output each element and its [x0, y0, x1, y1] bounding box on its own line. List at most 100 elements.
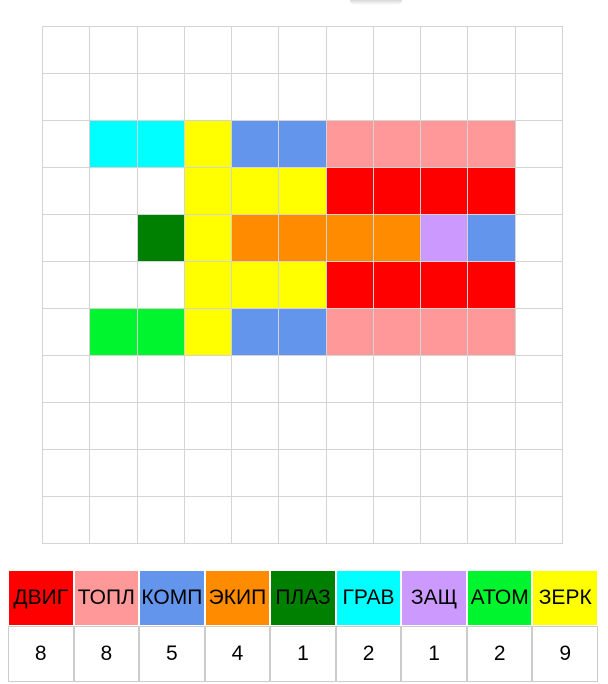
grid-cell[interactable]: [137, 27, 185, 74]
grid-cell[interactable]: [515, 168, 563, 215]
grid-cell[interactable]: [468, 356, 516, 403]
grid-cell[interactable]: [232, 450, 280, 497]
grid-cell-dvig[interactable]: [326, 262, 374, 309]
grid-cell[interactable]: [184, 74, 233, 121]
grid-cell[interactable]: [43, 121, 91, 168]
grid-cell[interactable]: [90, 215, 138, 262]
grid-cell-komp[interactable]: [279, 121, 327, 168]
grid-cell[interactable]: [279, 497, 327, 544]
grid-cell[interactable]: [90, 27, 138, 74]
grid-cell-komp[interactable]: [468, 215, 516, 262]
grid-cell[interactable]: [515, 497, 563, 544]
grid-cell[interactable]: [515, 27, 563, 74]
grid-cell-zerk[interactable]: [279, 262, 327, 309]
grid-cell[interactable]: [137, 403, 185, 450]
grid-cell[interactable]: [326, 27, 374, 74]
grid-cell[interactable]: [184, 450, 233, 497]
grid-cell[interactable]: [326, 403, 374, 450]
grid-cell[interactable]: [279, 403, 327, 450]
grid-cell-topl[interactable]: [468, 309, 516, 356]
grid-cell-zashch[interactable]: [421, 215, 469, 262]
grid-cell-topl[interactable]: [373, 121, 422, 168]
grid-cell-topl[interactable]: [373, 309, 422, 356]
grid-cell[interactable]: [279, 27, 327, 74]
grid-cell[interactable]: [43, 403, 91, 450]
grid-cell[interactable]: [137, 356, 185, 403]
grid-cell-topl[interactable]: [326, 309, 374, 356]
grid-cell-topl[interactable]: [468, 121, 516, 168]
grid-cell[interactable]: [421, 74, 469, 121]
grid-cell-komp[interactable]: [232, 121, 280, 168]
grid-cell-grav[interactable]: [137, 121, 185, 168]
grid-cell[interactable]: [137, 450, 185, 497]
grid-cell-ekip[interactable]: [373, 215, 422, 262]
grid-cell[interactable]: [43, 168, 91, 215]
grid-cell-komp[interactable]: [232, 309, 280, 356]
grid-cell-dvig[interactable]: [421, 262, 469, 309]
grid-cell[interactable]: [137, 74, 185, 121]
grid-cell[interactable]: [90, 356, 138, 403]
grid-cell-zerk[interactable]: [184, 309, 233, 356]
grid-cell[interactable]: [90, 74, 138, 121]
grid-cell[interactable]: [468, 74, 516, 121]
grid-cell-topl[interactable]: [421, 309, 469, 356]
grid-cell[interactable]: [515, 262, 563, 309]
grid-cell-zerk[interactable]: [184, 121, 233, 168]
grid-cell[interactable]: [373, 403, 422, 450]
grid-cell-zerk[interactable]: [279, 168, 327, 215]
grid-cell-atom[interactable]: [90, 309, 138, 356]
grid-cell[interactable]: [279, 74, 327, 121]
grid-cell-ekip[interactable]: [326, 215, 374, 262]
grid-cell-grav[interactable]: [90, 121, 138, 168]
grid-cell[interactable]: [90, 168, 138, 215]
grid-cell-dvig[interactable]: [468, 262, 516, 309]
grid-cell[interactable]: [90, 262, 138, 309]
grid-cell[interactable]: [43, 74, 91, 121]
grid-cell[interactable]: [326, 497, 374, 544]
legend-label-atom[interactable]: АТОМ: [466, 570, 533, 626]
grid-cell[interactable]: [421, 356, 469, 403]
grid-cell-dvig[interactable]: [373, 168, 422, 215]
grid-cell[interactable]: [137, 497, 185, 544]
grid-cell[interactable]: [468, 497, 516, 544]
grid-cell[interactable]: [468, 27, 516, 74]
grid-cell-plaz[interactable]: [137, 215, 185, 262]
grid-cell[interactable]: [90, 450, 138, 497]
grid-cell[interactable]: [373, 497, 422, 544]
grid-cell[interactable]: [232, 497, 280, 544]
grid-cell-ekip[interactable]: [232, 215, 280, 262]
grid-cell[interactable]: [43, 27, 91, 74]
grid-cell[interactable]: [468, 450, 516, 497]
grid-cell[interactable]: [137, 168, 185, 215]
grid-cell-zerk[interactable]: [232, 262, 280, 309]
legend-label-grav[interactable]: ГРАВ: [335, 570, 402, 626]
grid-cell-topl[interactable]: [326, 121, 374, 168]
grid-cell[interactable]: [421, 403, 469, 450]
grid-cell[interactable]: [43, 497, 91, 544]
grid-cell[interactable]: [90, 403, 138, 450]
grid-cell[interactable]: [279, 356, 327, 403]
grid-cell[interactable]: [279, 450, 327, 497]
grid-cell[interactable]: [373, 450, 422, 497]
grid-cell[interactable]: [421, 450, 469, 497]
grid-cell[interactable]: [232, 403, 280, 450]
grid-cell[interactable]: [184, 27, 233, 74]
legend-label-zerk[interactable]: ЗЕРК: [532, 570, 598, 626]
grid-cell-zerk[interactable]: [184, 168, 233, 215]
partial-button-top[interactable]: [350, 0, 402, 5]
legend-label-ekip[interactable]: ЭКИП: [204, 570, 271, 626]
grid-cell-zerk[interactable]: [184, 262, 233, 309]
grid-cell[interactable]: [515, 356, 563, 403]
grid-cell-topl[interactable]: [421, 121, 469, 168]
grid-cell[interactable]: [184, 403, 233, 450]
grid-cell[interactable]: [326, 356, 374, 403]
grid-cell[interactable]: [137, 262, 185, 309]
grid-cell[interactable]: [232, 27, 280, 74]
grid-cell[interactable]: [515, 74, 563, 121]
grid-cell[interactable]: [326, 450, 374, 497]
grid-cell[interactable]: [373, 74, 422, 121]
grid-cell[interactable]: [326, 74, 374, 121]
legend-label-plaz[interactable]: ПЛАЗ: [270, 570, 336, 626]
legend-label-topl[interactable]: ТОПЛ: [73, 570, 140, 626]
grid-cell[interactable]: [421, 497, 469, 544]
